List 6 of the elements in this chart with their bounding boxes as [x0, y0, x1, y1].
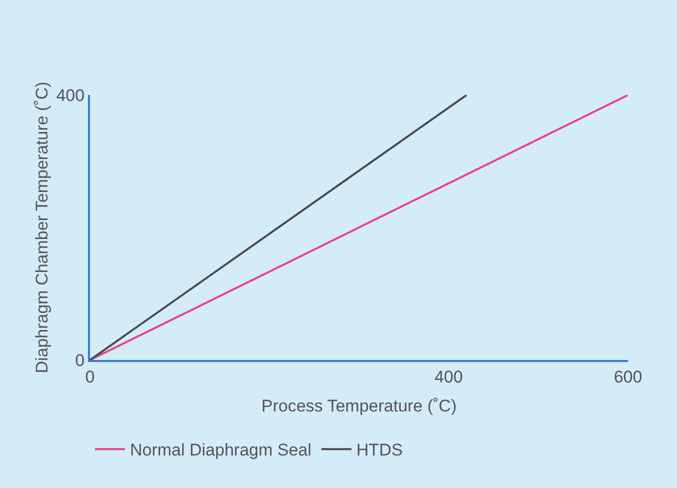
legend-label: HTDS: [356, 440, 403, 460]
legend-label: Normal Diaphragm Seal: [130, 440, 312, 460]
y-axis-title: Diaphragm Chamber Temperature (˚C): [32, 82, 52, 374]
x-tick-label: 400: [434, 367, 463, 386]
x-axis-title: Process Temperature (˚C): [261, 396, 457, 416]
x-tick-label: 600: [614, 367, 642, 386]
